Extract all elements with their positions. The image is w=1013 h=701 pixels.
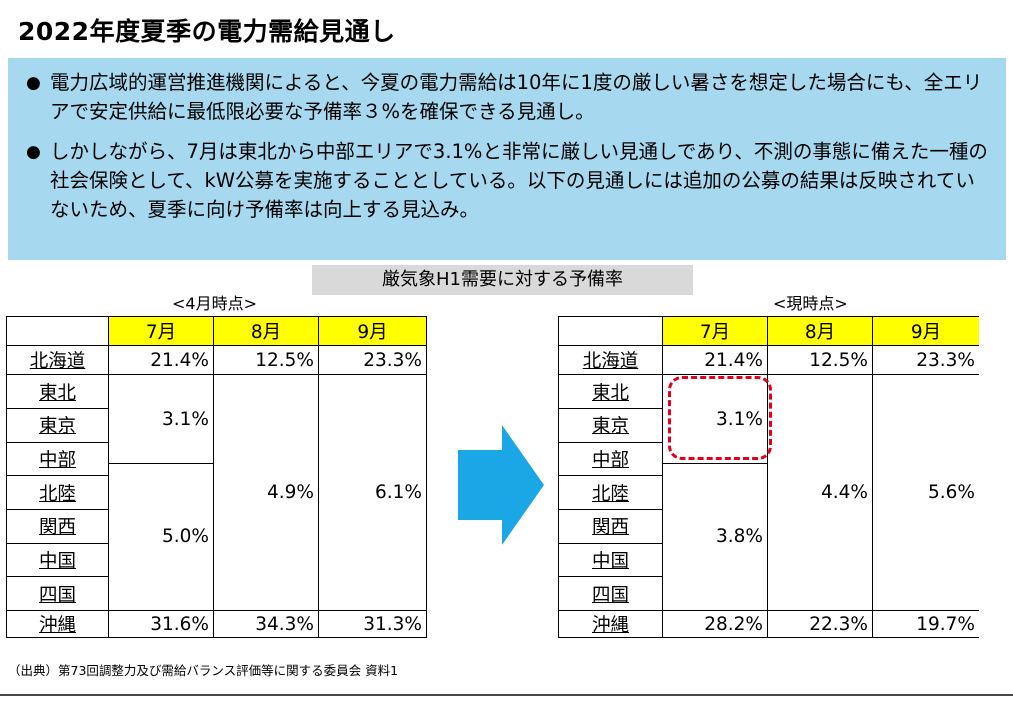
cell-okinawa-jul: 31.6% — [109, 611, 213, 637]
header-august: 8月 — [214, 317, 318, 345]
cell-okinawa-aug: 34.3% — [214, 611, 318, 637]
region-kansai: 関西 — [7, 510, 108, 543]
region-tokyo: 東京 — [559, 409, 662, 442]
header-blank — [7, 317, 108, 345]
period-label-april: <4月時点> — [172, 294, 257, 313]
right-arrow-icon — [458, 425, 544, 545]
source-citation: （出典）第73回調整力及び需給バランス評価等に関する委員会 資料1 — [8, 663, 399, 678]
header-july: 7月 — [663, 317, 767, 345]
region-list: 東北 東京 中部 北陸 関西 中国 四国 — [559, 375, 662, 610]
region-list: 東北 東京 中部 北陸 関西 中国 四国 — [7, 375, 108, 610]
table-subtitle: 厳気象H1需要に対する予備率 — [312, 265, 693, 295]
region-hokkaido: 北海道 — [7, 346, 108, 375]
cell-hokkaido-jul: 21.4% — [663, 346, 767, 375]
cell-west-jul: 5.0% — [109, 463, 213, 610]
cell-okinawa-aug: 22.3% — [768, 611, 872, 637]
header-september: 9月 — [319, 317, 426, 345]
period-label-current: <現時点> — [773, 294, 848, 313]
reserve-table-current: 7月 8月 9月 北海道 21.4% 12.5% 23.3% 東北 東京 中部 … — [558, 316, 979, 638]
region-hokuriku: 北陸 — [7, 476, 108, 510]
cell-okinawa-jul: 28.2% — [663, 611, 767, 637]
region-chubu: 中部 — [559, 442, 662, 476]
header-september: 9月 — [873, 317, 979, 345]
header-blank — [559, 317, 662, 345]
bullet-text: 電力広域的運営推進機関によると、今夏の電力需給は10年に1度の厳しい暑さを想定し… — [50, 71, 983, 123]
region-shikoku: 四国 — [7, 577, 108, 610]
region-tohoku: 東北 — [7, 375, 108, 409]
cell-mainland-sep: 5.6% — [873, 375, 979, 610]
cell-hokkaido-aug: 12.5% — [214, 346, 318, 375]
highlight-dashed-box — [668, 376, 772, 460]
header-august: 8月 — [768, 317, 872, 345]
cell-hokkaido-sep: 23.3% — [319, 346, 426, 375]
cell-hokkaido-sep: 23.3% — [873, 346, 979, 375]
cell-mainland-aug: 4.4% — [768, 375, 872, 610]
cell-mainland-aug: 4.9% — [214, 375, 318, 610]
region-okinawa: 沖縄 — [559, 611, 662, 637]
cell-east-jul: 3.1% — [109, 375, 213, 463]
bullet-dot: ● — [26, 142, 41, 162]
region-hokuriku: 北陸 — [559, 476, 662, 510]
cell-mainland-sep: 6.1% — [319, 375, 426, 610]
summary-box: ● 電力広域的運営推進機関によると、今夏の電力需給は10年に1度の厳しい暑さを想… — [8, 58, 1006, 260]
bullet-text: しかしながら、7月は東北から中部エリアで3.1%と非常に厳しい見通しであり、不測… — [50, 140, 988, 221]
region-kansai: 関西 — [559, 510, 662, 543]
cell-west-jul: 3.8% — [663, 463, 767, 610]
region-hokkaido: 北海道 — [559, 346, 662, 375]
region-tohoku: 東北 — [559, 375, 662, 409]
region-chugoku: 中国 — [7, 543, 108, 577]
footer-divider — [0, 694, 1013, 696]
bullet-item: ● 電力広域的運営推進機関によると、今夏の電力需給は10年に1度の厳しい暑さを想… — [26, 68, 992, 126]
cell-okinawa-sep: 31.3% — [319, 611, 426, 637]
bullet-item: ● しかしながら、7月は東北から中部エリアで3.1%と非常に厳しい見通しであり、… — [26, 137, 992, 224]
region-chubu: 中部 — [7, 442, 108, 476]
page-title: 2022年度夏季の電力需給見通し — [18, 17, 396, 46]
region-chugoku: 中国 — [559, 543, 662, 577]
region-okinawa: 沖縄 — [7, 611, 108, 637]
cell-hokkaido-jul: 21.4% — [109, 346, 213, 375]
reserve-table-april: 7月 8月 9月 北海道 21.4% 12.5% 23.3% 東北 東京 中部 … — [6, 316, 427, 638]
bullet-dot: ● — [26, 73, 41, 93]
header-july: 7月 — [109, 317, 213, 345]
region-shikoku: 四国 — [559, 577, 662, 610]
cell-hokkaido-aug: 12.5% — [768, 346, 872, 375]
region-tokyo: 東京 — [7, 409, 108, 442]
cell-okinawa-sep: 19.7% — [873, 611, 979, 637]
